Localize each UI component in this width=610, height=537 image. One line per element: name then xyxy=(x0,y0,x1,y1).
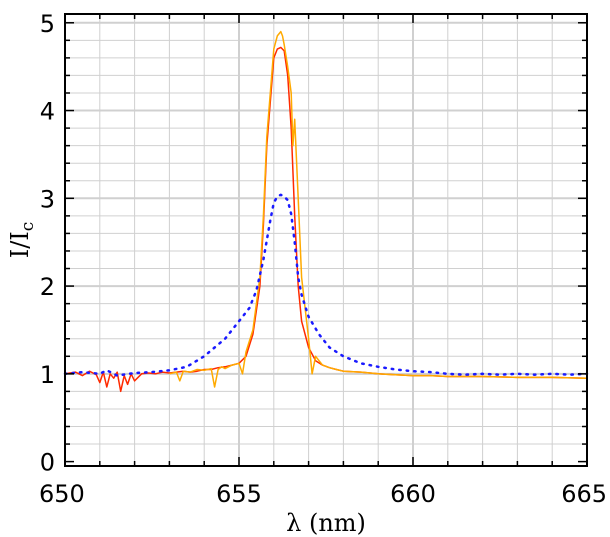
y-tick-label: 3 xyxy=(40,185,55,213)
x-axis-label: λ (nm) xyxy=(286,509,366,537)
tick-labels: 650 655 660 665 0 1 2 3 4 5 xyxy=(39,10,607,508)
series-line-2 xyxy=(169,30,588,388)
grid xyxy=(65,14,587,466)
x-tick-label: 660 xyxy=(390,480,436,508)
plot-frame xyxy=(64,13,588,467)
x-tick-label: 655 xyxy=(216,480,262,508)
y-axis-label-main: I/I xyxy=(6,231,34,258)
y-tick-label: 1 xyxy=(40,361,55,389)
y-tick-label: 2 xyxy=(40,273,55,301)
y-axis-label-sub: c xyxy=(18,222,38,232)
series-line-1 xyxy=(64,46,588,393)
x-tick-label: 665 xyxy=(561,480,607,508)
y-tick-label: 5 xyxy=(40,10,55,38)
x-tick-label: 650 xyxy=(39,480,85,508)
series-line-3 xyxy=(63,193,589,377)
series-group xyxy=(63,30,589,393)
y-tick-label: 4 xyxy=(40,98,55,126)
y-axis-label: I/Ic xyxy=(6,222,38,259)
y-tick-label: 0 xyxy=(40,449,55,477)
tick-marks xyxy=(64,14,588,466)
